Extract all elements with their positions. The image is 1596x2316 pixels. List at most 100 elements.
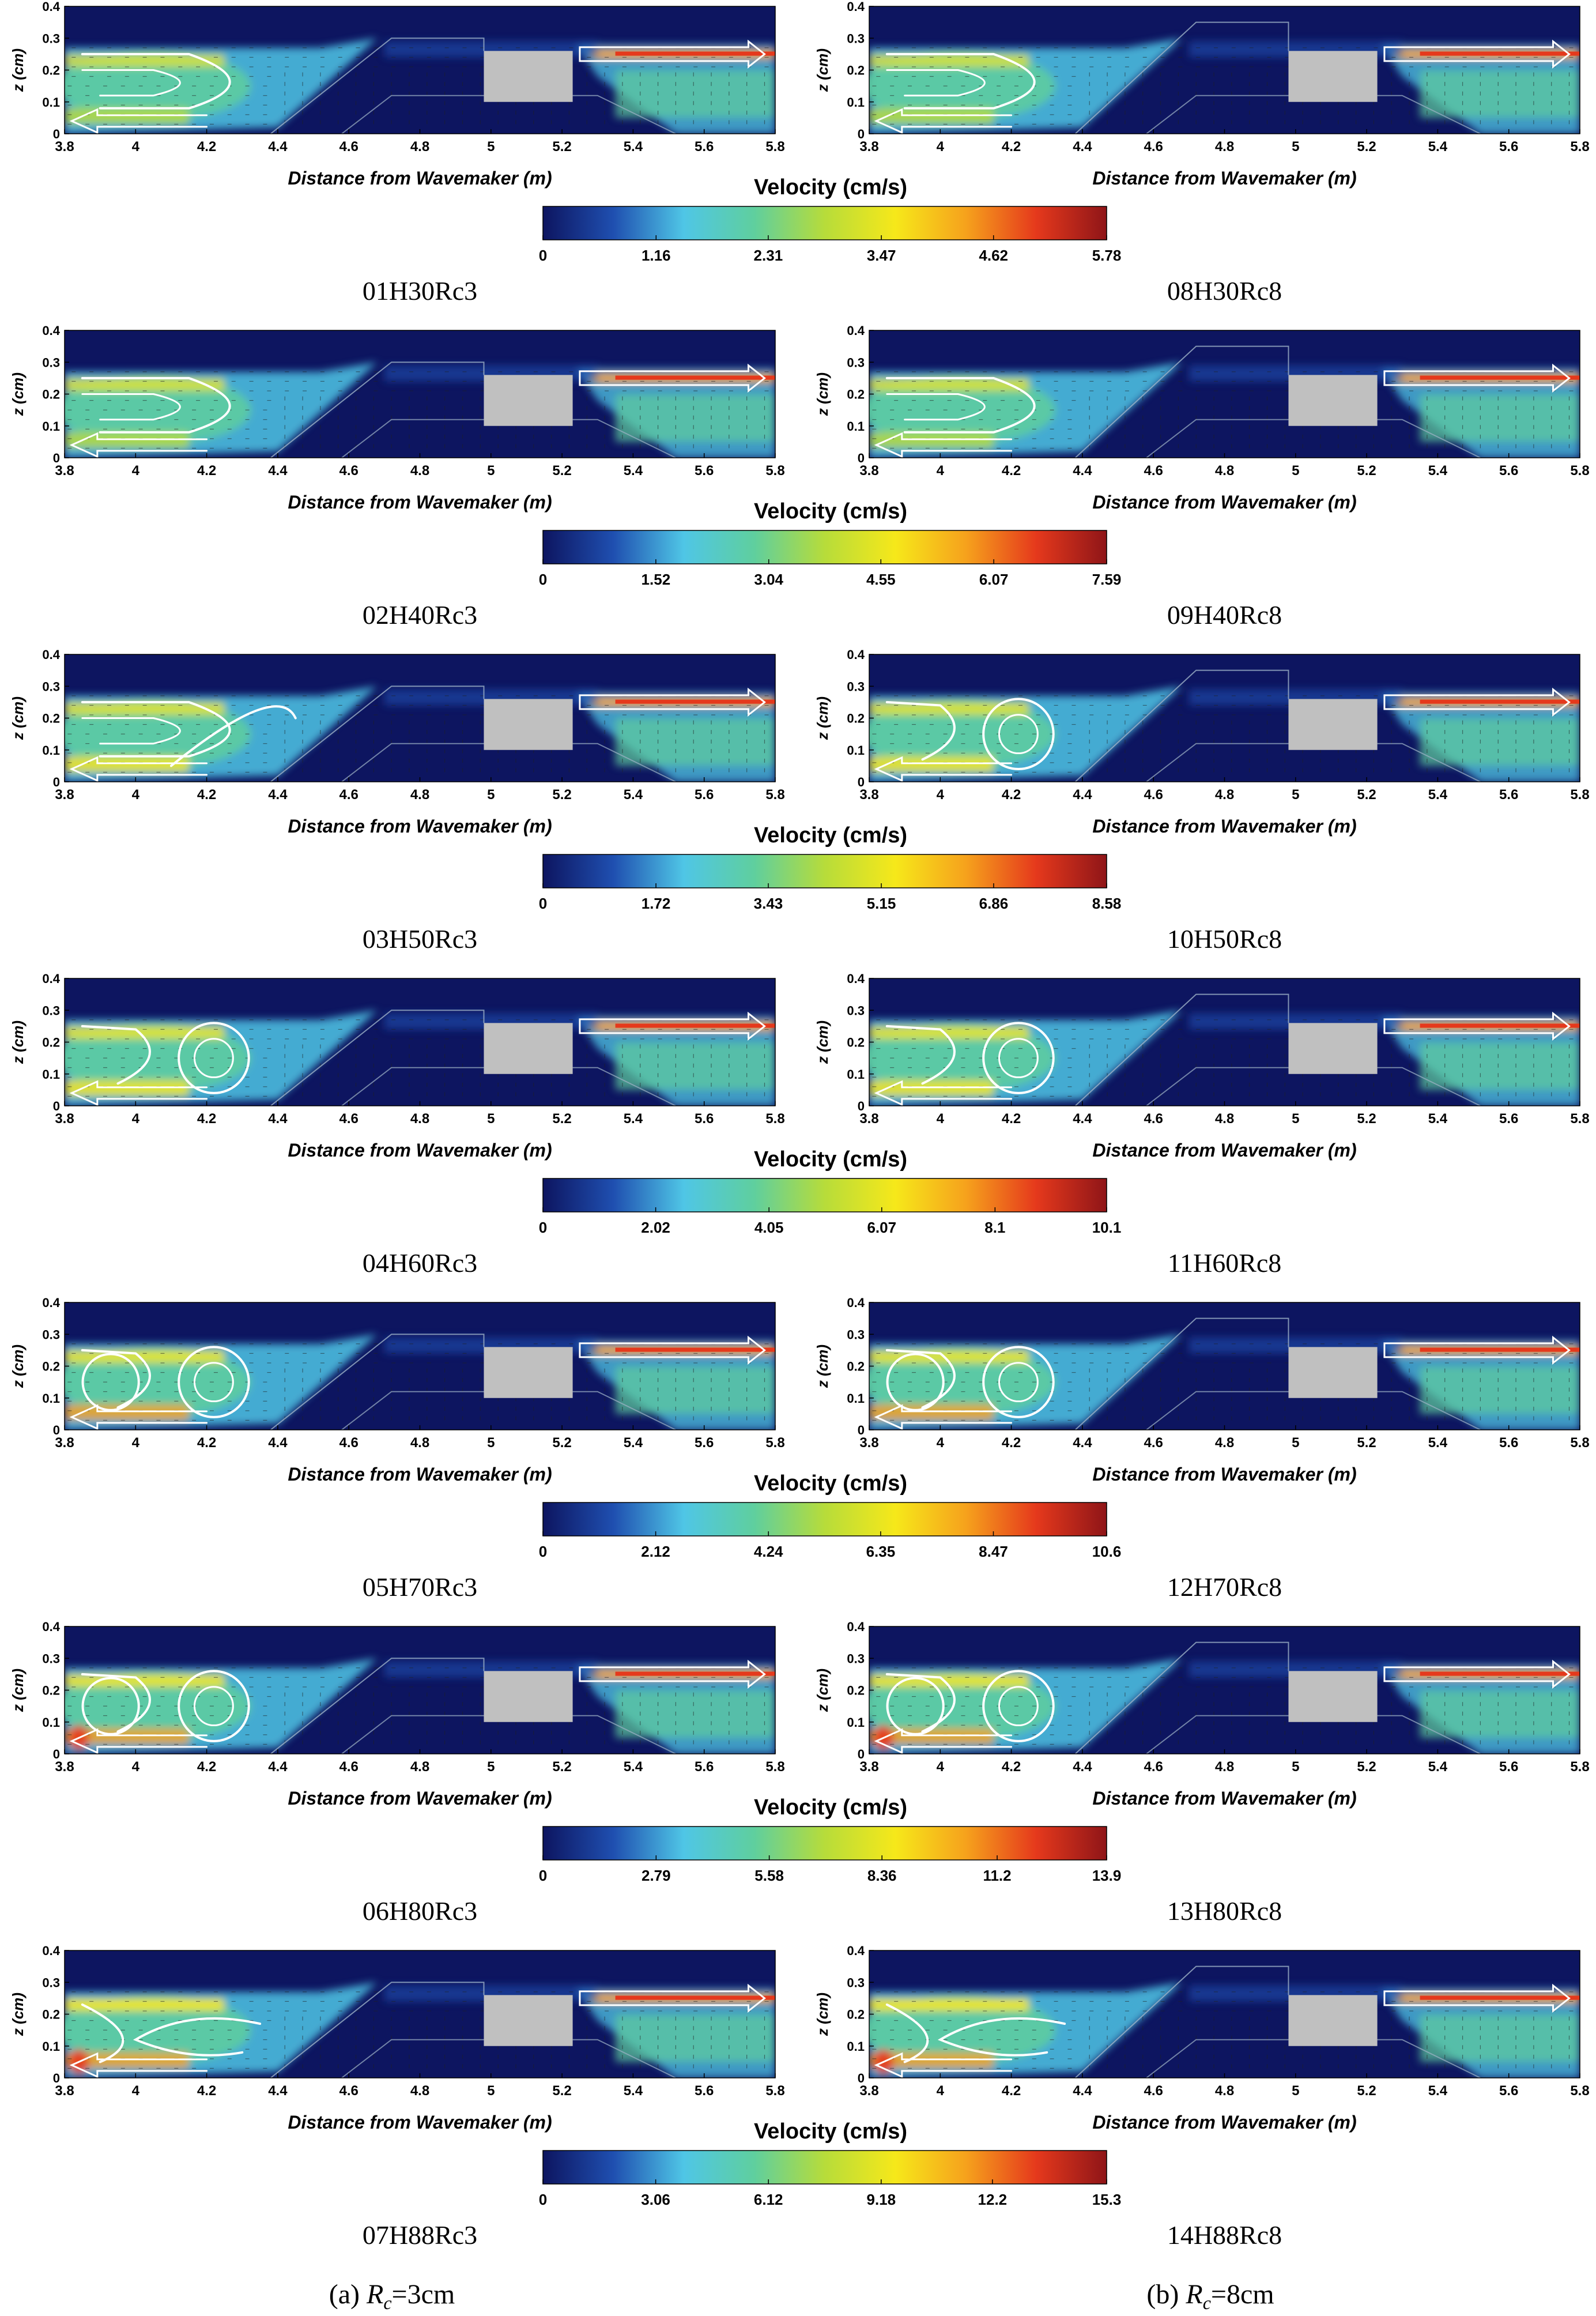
colorbar-tick-label: 3.43 <box>754 895 783 912</box>
colorbar: Velocity (cm/s) 0 2.12 4.24 6.35 8.47 10.6 <box>539 1471 1122 1560</box>
caisson-block <box>1288 375 1378 426</box>
x-axis-label: Distance from Wavemaker (m) <box>1092 2112 1356 2133</box>
x-tick-label: 4.4 <box>1073 463 1092 479</box>
vector-field <box>67 695 769 773</box>
x-tick-label: 4 <box>937 463 945 479</box>
velocity-panel: 0 0.1 0.2 0.3 0.4 3.8 4 4.2 4.4 4.6 4.8 5 5.2 5.4 5.6 5… <box>9 0 785 306</box>
x-tick-label: 4.6 <box>1144 787 1163 803</box>
column-caption: (b) Rc=8cm <box>1146 2279 1274 2313</box>
x-axis-label: Distance from Wavemaker (m) <box>288 168 552 189</box>
x-tick-label: 4.6 <box>339 1435 359 1451</box>
velocity-panel: 0 0.1 0.2 0.3 0.4 3.8 4 4.2 4.4 4.6 4.8 5 5.2 5.4 5.6 5… <box>814 971 1590 1278</box>
x-axis-label: Distance from Wavemaker (m) <box>288 2112 552 2133</box>
vector-field <box>872 695 1574 773</box>
colorbar-title: Velocity (cm/s) <box>754 1795 907 1820</box>
x-tick-label: 4.2 <box>197 139 216 155</box>
panel-caption: 12H70Rc8 <box>1167 1572 1282 1602</box>
breakwater-outline <box>1074 345 1289 458</box>
colorbar-tick-label: 0 <box>539 2191 547 2208</box>
x-tick-label: 5.4 <box>1428 787 1448 803</box>
colorbar-tick-label: 6.07 <box>979 571 1009 588</box>
x-tick-label: 3.8 <box>859 139 878 155</box>
y-tick-label: 0.2 <box>847 63 865 78</box>
y-tick-label: 0.2 <box>42 711 60 726</box>
x-tick-label: 5.2 <box>552 463 571 479</box>
y-tick-label: 0.3 <box>847 679 865 694</box>
x-tick-label: 4.2 <box>1002 1111 1021 1127</box>
y-tick-label: 0.2 <box>847 1360 865 1374</box>
x-tick-label: 5 <box>487 1435 495 1451</box>
x-tick-label: 5.6 <box>1499 787 1518 803</box>
x-tick-label: 5 <box>1292 2083 1299 2099</box>
x-tick-label: 4.2 <box>1002 1435 1021 1451</box>
panel-caption: 01H30Rc3 <box>363 276 477 306</box>
y-tick-label: 0.2 <box>847 1035 865 1050</box>
x-tick-label: 4.4 <box>1073 139 1092 155</box>
x-tick-label: 4 <box>937 139 945 155</box>
colorbar-tick-label: 2.12 <box>641 1543 670 1560</box>
y-tick-label: 0 <box>53 451 60 465</box>
x-tick-label: 5.2 <box>552 1435 571 1451</box>
x-tick-label: 5.6 <box>1499 139 1518 155</box>
y-tick-label: 0.1 <box>42 1067 60 1082</box>
x-tick-label: 4.4 <box>268 1111 288 1127</box>
x-tick-label: 3.8 <box>859 1435 878 1451</box>
x-tick-label: 3.8 <box>55 463 74 479</box>
velocity-panel: 0 0.1 0.2 0.3 0.4 3.8 4 4.2 4.4 4.6 4.8 5 5.2 5.4 5.6 5… <box>814 1296 1590 1602</box>
x-tick-label: 5 <box>1292 463 1299 479</box>
x-tick-label: 5.2 <box>552 139 571 155</box>
x-tick-label: 4.8 <box>410 1759 429 1775</box>
colorbar: Velocity (cm/s) 0 2.02 4.05 6.07 8.1 10.1 <box>539 1147 1122 1236</box>
x-tick-label: 4.8 <box>1215 463 1234 479</box>
x-tick-label: 4 <box>937 1759 945 1775</box>
caisson-block <box>484 1023 573 1074</box>
y-tick-label: 0 <box>858 451 865 465</box>
x-tick-label: 4 <box>937 1435 945 1451</box>
circulation-arrows <box>69 1983 766 2078</box>
colorbar-tick-label: 2.31 <box>754 247 783 264</box>
colorbar-title: Velocity (cm/s) <box>754 1147 907 1172</box>
x-tick-label: 4.8 <box>1215 787 1234 803</box>
colorbar-tick-label: 9.18 <box>866 2191 896 2208</box>
colorbar-tick-label: 3.47 <box>867 247 896 264</box>
y-axis-label: z (cm) <box>9 696 27 740</box>
velocity-panel: 0 0.1 0.2 0.3 0.4 3.8 4 4.2 4.4 4.6 4.8 5 5.2 5.4 5.6 5… <box>9 1296 785 1602</box>
panel-caption: 02H40Rc3 <box>363 600 477 630</box>
y-tick-label: 0 <box>53 1747 60 1761</box>
x-tick-label: 5.6 <box>1499 1759 1518 1775</box>
colorbar-tick-label: 10.1 <box>1092 1219 1122 1236</box>
y-tick-label: 0.1 <box>847 419 865 434</box>
colorbar-tick-label: 8.58 <box>1092 895 1122 912</box>
x-tick-label: 4.2 <box>197 463 216 479</box>
x-tick-label: 4 <box>937 2083 945 2099</box>
colorbar-tick-label: 2.02 <box>641 1219 670 1236</box>
breakwater-outline <box>1074 993 1289 1106</box>
y-tick-label: 0.2 <box>847 387 865 402</box>
x-axis-label: Distance from Wavemaker (m) <box>288 816 552 837</box>
y-tick-label: 0.2 <box>42 1360 60 1374</box>
colorbar-gradient <box>542 2150 1107 2185</box>
x-tick-label: 3.8 <box>55 787 74 803</box>
colorbar-tick-label: 4.62 <box>979 247 1008 264</box>
x-tick-label: 4.4 <box>1073 787 1092 803</box>
x-axis-label: Distance from Wavemaker (m) <box>288 1464 552 1485</box>
colorbar-tick-label: 11.2 <box>983 1867 1011 1884</box>
colorbar-tick-label: 0 <box>539 1543 547 1560</box>
x-tick-label: 4.4 <box>1073 1435 1092 1451</box>
y-tick-label: 0.3 <box>42 1975 60 1990</box>
colorbar-gradient <box>542 206 1107 240</box>
x-tick-label: 4 <box>132 1111 140 1127</box>
velocity-field <box>869 669 1580 782</box>
y-tick-label: 0.3 <box>42 679 60 694</box>
x-tick-label: 4.2 <box>197 2083 216 2099</box>
colorbar-tick-label: 4.55 <box>866 571 896 588</box>
y-tick-label: 0.4 <box>847 647 865 662</box>
y-tick-label: 0.1 <box>42 1715 60 1730</box>
velocity-field <box>869 1641 1580 1754</box>
y-axis-label: z (cm) <box>9 372 27 416</box>
colorbar-title: Velocity (cm/s) <box>754 499 907 524</box>
velocity-field <box>65 1658 775 1754</box>
velocity-field <box>869 1317 1580 1430</box>
panel-caption: 09H40Rc8 <box>1167 600 1282 630</box>
y-tick-label: 0.3 <box>42 355 60 370</box>
